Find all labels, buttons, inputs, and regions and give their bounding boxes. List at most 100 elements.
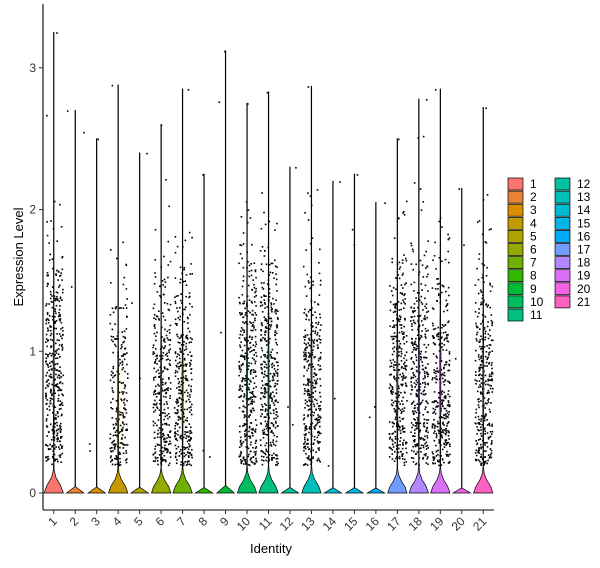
data-point [274, 330, 277, 332]
data-point [161, 460, 164, 462]
data-point [448, 395, 451, 398]
data-point [255, 343, 258, 345]
data-point [239, 436, 242, 439]
data-point [152, 353, 154, 355]
data-point [249, 391, 251, 394]
data-point [485, 275, 488, 277]
data-point [417, 328, 419, 331]
data-point [185, 389, 188, 392]
data-point [445, 363, 448, 366]
data-point [122, 335, 125, 338]
data-point [249, 217, 252, 219]
legend-item-6: 6 [507, 243, 537, 257]
data-point [480, 462, 483, 464]
data-point [480, 382, 483, 384]
violin-shape [344, 173, 365, 494]
data-point [391, 257, 394, 260]
data-point [61, 435, 63, 438]
data-point [443, 384, 446, 386]
data-point [478, 386, 480, 388]
data-point [268, 459, 270, 462]
data-point [185, 464, 188, 466]
data-point [179, 392, 182, 395]
data-point [46, 408, 48, 410]
data-point [115, 422, 117, 425]
data-point [164, 423, 166, 425]
data-point [412, 461, 415, 463]
data-point [159, 432, 162, 434]
data-point [444, 379, 447, 381]
data-point [189, 445, 191, 447]
data-point [249, 311, 251, 314]
data-point [397, 138, 400, 141]
data-point [483, 450, 486, 452]
data-point [161, 452, 163, 455]
data-point [275, 408, 277, 410]
data-point [247, 339, 249, 342]
data-point [437, 453, 439, 456]
data-point [305, 318, 307, 321]
data-point [403, 211, 405, 213]
data-point [422, 446, 425, 449]
data-point [304, 427, 307, 429]
data-point [431, 451, 434, 453]
data-point [56, 295, 58, 298]
data-point [488, 228, 491, 231]
data-point [186, 395, 189, 397]
data-point [263, 428, 266, 431]
data-point [178, 392, 180, 395]
data-point [116, 335, 119, 337]
y-axis-title: Expression Level [11, 207, 26, 306]
data-point [153, 352, 156, 355]
data-point [491, 367, 493, 370]
data-point [60, 335, 62, 338]
data-point [395, 404, 398, 407]
data-point [253, 325, 255, 328]
data-point [447, 462, 450, 464]
data-point [46, 327, 49, 329]
data-point [46, 426, 49, 428]
data-point [319, 284, 322, 286]
points-cluster-2 [66, 110, 85, 288]
legend-swatch [554, 203, 571, 217]
data-point [125, 461, 128, 464]
data-point [247, 209, 250, 211]
data-point [403, 410, 405, 412]
data-point [189, 393, 191, 396]
data-point [389, 301, 392, 303]
data-point [304, 429, 306, 432]
data-point [419, 188, 422, 190]
data-point [161, 436, 164, 438]
data-point [398, 407, 400, 410]
data-point [448, 381, 451, 383]
data-point [177, 378, 179, 380]
data-point [400, 327, 403, 329]
data-point [390, 384, 392, 387]
data-point [397, 400, 400, 403]
data-point [60, 389, 62, 392]
data-point [181, 302, 183, 304]
data-point [307, 414, 309, 416]
data-point [412, 250, 414, 253]
data-point [238, 296, 240, 299]
data-point [249, 373, 252, 375]
data-point [490, 364, 493, 366]
data-point [246, 222, 249, 224]
data-point [484, 444, 486, 446]
data-point [263, 282, 265, 284]
data-point [489, 454, 492, 456]
data-point [168, 349, 170, 352]
data-point [191, 403, 193, 406]
data-point [483, 463, 486, 466]
data-point [438, 257, 441, 259]
data-point [435, 455, 438, 457]
data-point [478, 452, 481, 454]
data-point [240, 364, 243, 367]
data-point [403, 407, 406, 409]
data-point [239, 384, 241, 387]
data-point [270, 444, 272, 446]
legend-item-13: 13 [554, 190, 591, 204]
data-point [431, 307, 434, 309]
data-point [61, 326, 64, 329]
data-point [155, 404, 157, 406]
